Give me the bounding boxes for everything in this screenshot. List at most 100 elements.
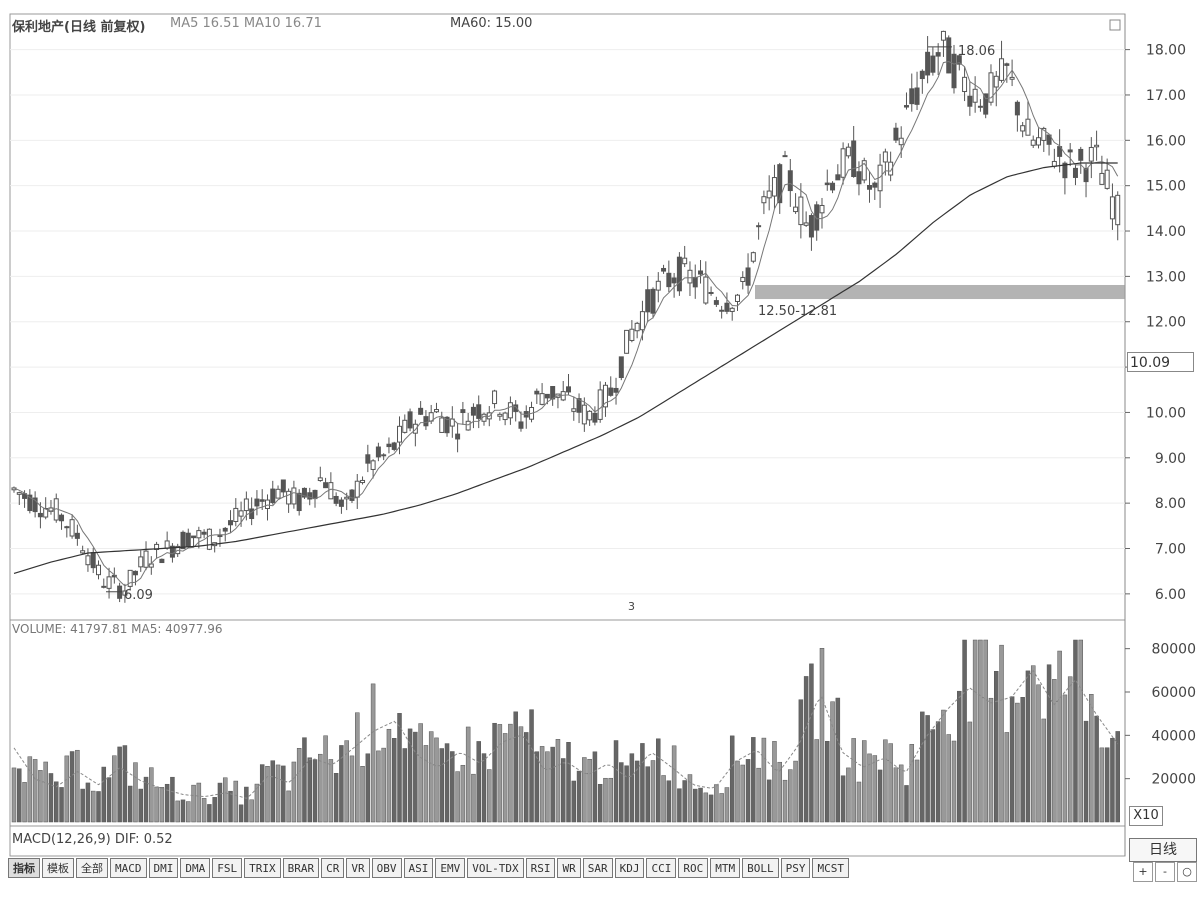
volume-bar xyxy=(407,728,413,823)
indicator-tab[interactable]: 全部 xyxy=(76,858,108,878)
volume-bar xyxy=(27,756,33,823)
volume-bar xyxy=(122,745,128,823)
candle-body xyxy=(381,454,387,457)
indicator-tab[interactable]: BRAR xyxy=(282,858,320,878)
price-tick-label: 6.00 xyxy=(1155,587,1186,603)
candle-body xyxy=(1072,167,1078,178)
candle-body xyxy=(1078,148,1084,161)
candle-body xyxy=(703,276,709,304)
volume-bar xyxy=(856,781,862,823)
candle-body xyxy=(793,206,799,213)
indicator-tab[interactable]: SAR xyxy=(582,858,613,878)
volume-bar xyxy=(465,726,471,823)
volume-bar xyxy=(735,760,740,823)
volume-bar xyxy=(909,744,915,823)
price-tick-label: 13.00 xyxy=(1146,269,1186,285)
candle-body xyxy=(972,88,978,103)
volume-bar xyxy=(80,788,85,823)
price-panel-frame xyxy=(9,13,1126,621)
volume-bar xyxy=(518,726,524,823)
indicator-tab[interactable]: CCI xyxy=(646,858,677,878)
volume-bar xyxy=(476,741,481,823)
volume-bar xyxy=(391,738,397,823)
indicator-tab[interactable]: EMV xyxy=(435,858,466,878)
volume-bar xyxy=(677,788,682,823)
indicator-tab[interactable]: WR xyxy=(557,858,581,878)
candle-body xyxy=(882,151,888,163)
volume-bar xyxy=(487,769,492,823)
volume-bar xyxy=(851,738,856,823)
candle-body xyxy=(1009,76,1015,80)
volume-bar xyxy=(634,760,640,823)
volume-bar xyxy=(434,737,439,823)
zoom-in-button[interactable]: + xyxy=(1133,862,1153,882)
indicator-tab[interactable]: RSI xyxy=(525,858,556,878)
indicator-tab[interactable]: MACD xyxy=(110,858,147,878)
candle-body xyxy=(602,384,608,408)
volume-bar xyxy=(951,740,957,823)
indicator-tab[interactable]: MTM xyxy=(710,858,741,878)
candle-body xyxy=(455,433,461,440)
volume-bar xyxy=(59,787,64,823)
price-tick-label: 9.00 xyxy=(1155,451,1186,467)
candle-body xyxy=(967,95,973,107)
volume-bar xyxy=(930,729,936,823)
candle-body xyxy=(1004,63,1010,66)
indicator-tab[interactable]: DMA xyxy=(180,858,211,878)
candle-body xyxy=(323,482,329,489)
volume-bar xyxy=(376,750,381,823)
volume-bar xyxy=(692,788,698,823)
candle-body xyxy=(639,311,645,331)
volume-bar xyxy=(761,737,767,823)
candle-body xyxy=(254,498,260,507)
volume-bar xyxy=(640,743,645,823)
volume-bar xyxy=(1046,664,1052,823)
indicator-tab[interactable]: OBV xyxy=(371,858,402,878)
volume-bar xyxy=(238,804,244,823)
candle-body xyxy=(687,269,693,284)
candle-body xyxy=(618,356,624,379)
candle-body xyxy=(867,185,873,190)
candle-body xyxy=(956,55,962,65)
chart-title: 保利地产(日线 前复权) xyxy=(12,20,146,35)
indicator-tab[interactable]: DMI xyxy=(148,858,179,878)
indicator-tab[interactable]: KDJ xyxy=(614,858,645,878)
candle-body xyxy=(534,390,540,395)
candle-body xyxy=(782,155,788,158)
volume-bar xyxy=(619,762,624,823)
candle-body xyxy=(851,140,857,178)
indicator-tab[interactable]: PSY xyxy=(780,858,811,878)
indicator-tab[interactable]: BOLL xyxy=(742,858,779,878)
indicator-tab[interactable]: 指标 xyxy=(8,858,40,878)
indicator-tab[interactable]: CR xyxy=(321,858,345,878)
volume-bar xyxy=(159,787,165,823)
indicator-tab[interactable]: 模板 xyxy=(42,858,74,878)
indicator-tab[interactable]: TRIX xyxy=(244,858,281,878)
candle-body xyxy=(360,479,366,484)
volume-bar xyxy=(883,739,888,823)
reset-button[interactable]: ○ xyxy=(1177,862,1197,882)
indicator-tab[interactable]: ASI xyxy=(403,858,434,878)
zoom-out-button[interactable]: - xyxy=(1155,862,1175,882)
price-tick-label: 17.00 xyxy=(1146,88,1186,104)
volume-bar xyxy=(1004,732,1010,823)
indicator-tab[interactable]: VOL-TDX xyxy=(467,858,524,878)
volume-bar xyxy=(550,746,555,823)
volume-bar xyxy=(75,749,80,823)
volume-bar xyxy=(1030,665,1036,823)
period-selector[interactable]: 日线 xyxy=(1129,838,1197,862)
candle-body xyxy=(154,543,160,551)
price-tick-label: 16.00 xyxy=(1146,133,1186,149)
candle-body xyxy=(122,590,128,596)
candle-body xyxy=(439,417,445,433)
indicator-tab[interactable]: ROC xyxy=(678,858,709,878)
candle-body xyxy=(750,252,756,262)
indicator-tab[interactable]: MCST xyxy=(812,858,849,878)
candle-body xyxy=(1046,134,1052,145)
volume-bar xyxy=(444,743,450,823)
indicator-tab[interactable]: VR xyxy=(346,858,370,878)
candle-body xyxy=(95,564,101,576)
volume-bar xyxy=(825,740,830,823)
candle-body xyxy=(465,420,471,431)
indicator-tab[interactable]: FSL xyxy=(212,858,243,878)
